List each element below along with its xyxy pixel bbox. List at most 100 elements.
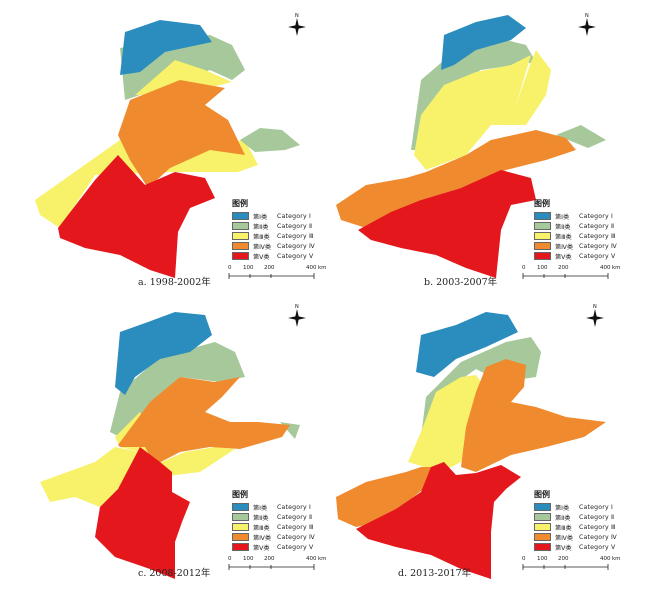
legend-label-en: Category Ⅱ xyxy=(579,222,615,230)
legend-item: 第Ⅲ类 Category Ⅲ xyxy=(534,231,626,241)
legend-item: 第Ⅳ类 Category Ⅳ xyxy=(232,241,324,251)
legend-swatch xyxy=(232,513,249,521)
region-category-1 xyxy=(416,312,518,377)
legend-swatch xyxy=(534,242,551,250)
region-category-1 xyxy=(120,20,212,75)
legend-swatch xyxy=(534,533,551,541)
legend-label-en: Category Ⅰ xyxy=(277,503,312,511)
region-category-4 xyxy=(461,359,606,472)
region-map xyxy=(35,20,300,278)
scale-bar-graphic xyxy=(522,273,609,279)
legend-title: 图例 xyxy=(232,490,248,499)
legend-swatch xyxy=(232,212,249,220)
legend-label-zh: 第Ⅲ类 xyxy=(555,524,572,532)
legend-label-zh: 第Ⅱ类 xyxy=(253,514,269,522)
legend-label-en: Category Ⅳ xyxy=(579,242,617,250)
region-category-5 xyxy=(95,447,190,579)
legend-item: 第Ⅳ类 Category Ⅳ xyxy=(534,532,626,542)
region-category-5 xyxy=(58,155,215,278)
legend-label-en: Category Ⅳ xyxy=(277,242,315,250)
scale-bar: 0 100 200 400 km xyxy=(228,556,328,576)
scale-tick-label: 100 xyxy=(537,265,548,271)
legend-label-zh: 第Ⅳ类 xyxy=(253,243,272,251)
legend-label-zh: 第Ⅴ类 xyxy=(253,544,270,552)
legend-swatch xyxy=(232,222,249,230)
legend-item: 第Ⅰ类 Category Ⅰ xyxy=(534,502,626,512)
legend-item: 第Ⅲ类 Category Ⅲ xyxy=(232,522,324,532)
panel-caption: a. 1998-2002年 xyxy=(138,277,211,288)
region-category-3 xyxy=(35,140,258,228)
panel-caption: b. 2003-2007年 xyxy=(424,277,498,288)
legend-label-zh: 第Ⅱ类 xyxy=(555,514,571,522)
map-panel-d: N 图例 第Ⅰ类 Category Ⅰ 第Ⅱ类 Category Ⅱ 第Ⅲ类 C… xyxy=(326,297,646,593)
map-legend: 图例 第Ⅰ类 Category Ⅰ 第Ⅱ类 Category Ⅱ 第Ⅲ类 Cat… xyxy=(232,198,324,261)
legend-item: 第Ⅳ类 Category Ⅳ xyxy=(534,241,626,251)
legend-label-zh: 第Ⅴ类 xyxy=(555,253,572,261)
legend-swatch xyxy=(534,232,551,240)
north-label: N xyxy=(295,304,299,310)
scale-tick-label: 200 xyxy=(558,265,569,271)
legend-label-en: Category Ⅱ xyxy=(579,513,615,521)
legend-label-en: Category Ⅲ xyxy=(277,523,314,531)
scale-tick-label: 400 xyxy=(600,265,611,271)
scale-unit-label: km xyxy=(318,556,327,562)
legend-label-zh: 第Ⅳ类 xyxy=(555,243,574,251)
legend-swatch xyxy=(232,242,249,250)
legend-label-en: Category Ⅱ xyxy=(277,222,313,230)
legend-item: 第Ⅱ类 Category Ⅱ xyxy=(534,221,626,231)
legend-item: 第Ⅱ类 Category Ⅱ xyxy=(232,512,324,522)
scale-tick-label: 400 xyxy=(306,265,317,271)
north-label: N xyxy=(585,13,589,19)
region-map xyxy=(336,15,606,278)
region-category-4 xyxy=(118,80,245,188)
region-category-3 xyxy=(491,50,551,125)
region-category-4 xyxy=(336,130,576,228)
north-arrow-icon: N xyxy=(578,13,596,36)
legend-label-en: Category Ⅰ xyxy=(277,212,312,220)
map-legend: 图例 第Ⅰ类 Category Ⅰ 第Ⅱ类 Category Ⅱ 第Ⅲ类 Cat… xyxy=(534,198,626,261)
scale-tick-label: 400 xyxy=(600,556,611,562)
legend-swatch xyxy=(232,503,249,511)
legend-label-en: Category Ⅲ xyxy=(277,232,314,240)
legend-label-zh: 第Ⅱ类 xyxy=(555,223,571,231)
legend-title: 图例 xyxy=(534,199,550,208)
region-category-5 xyxy=(356,462,521,579)
scale-bar: 0 100 200 400 km xyxy=(522,265,622,285)
scale-tick-label: 200 xyxy=(558,556,569,562)
scale-bar: 0 100 200 400 km xyxy=(522,556,622,576)
map-legend: 图例 第Ⅰ类 Category Ⅰ 第Ⅱ类 Category Ⅱ 第Ⅲ类 Cat… xyxy=(534,489,626,552)
legend-label-zh: 第Ⅳ类 xyxy=(253,534,272,542)
scale-tick-label: 0 xyxy=(228,556,232,562)
scale-tick-label: 100 xyxy=(537,556,548,562)
legend-label-en: Category Ⅲ xyxy=(579,523,616,531)
legend-swatch xyxy=(534,222,551,230)
legend-label-zh: 第Ⅰ类 xyxy=(555,213,570,221)
region-category-2 xyxy=(240,128,300,152)
panel-caption: d. 2013-2017年 xyxy=(398,568,472,579)
legend-item: 第Ⅴ类 Category Ⅴ xyxy=(534,542,626,552)
scale-tick-label: 100 xyxy=(243,265,254,271)
legend-label-en: Category Ⅳ xyxy=(579,533,617,541)
scale-tick-label: 400 xyxy=(306,556,317,562)
legend-item: 第Ⅴ类 Category Ⅴ xyxy=(232,542,324,552)
legend-swatch xyxy=(534,513,551,521)
scale-bar: 0 100 200 400 km xyxy=(228,265,328,285)
legend-item: 第Ⅴ类 Category Ⅴ xyxy=(232,251,324,261)
north-label: N xyxy=(295,13,299,19)
map-panel-c: N 图例 第Ⅰ类 Category Ⅰ 第Ⅱ类 Category Ⅱ 第Ⅲ类 C… xyxy=(0,297,327,593)
scale-tick-label: 0 xyxy=(522,556,526,562)
legend-item: 第Ⅰ类 Category Ⅰ xyxy=(534,211,626,221)
region-map xyxy=(336,312,606,579)
legend-label-zh: 第Ⅲ类 xyxy=(555,233,572,241)
scale-tick-label: 200 xyxy=(264,556,275,562)
legend-swatch xyxy=(232,543,249,551)
north-arrow-icon: N xyxy=(288,304,306,327)
scale-tick-label: 0 xyxy=(522,265,526,271)
scale-unit-label: km xyxy=(612,556,621,562)
legend-label-en: Category Ⅴ xyxy=(579,252,616,260)
legend-label-zh: 第Ⅴ类 xyxy=(555,544,572,552)
legend-label-en: Category Ⅰ xyxy=(579,212,614,220)
legend-label-zh: 第Ⅲ类 xyxy=(253,524,270,532)
region-category-2 xyxy=(556,125,606,148)
